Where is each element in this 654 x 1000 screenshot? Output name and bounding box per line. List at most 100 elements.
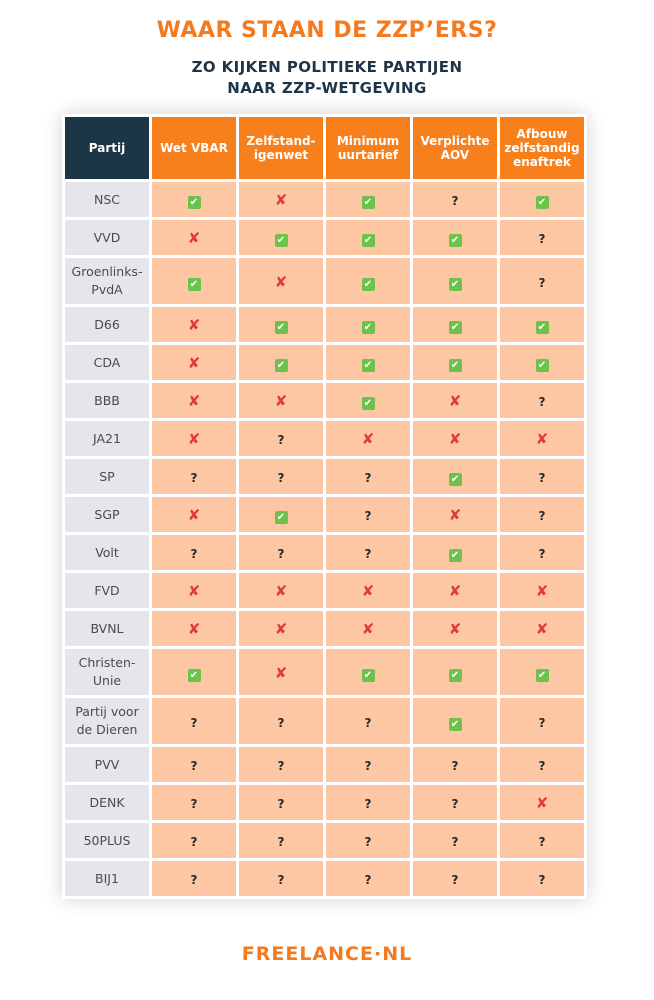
position-icon: ✘	[361, 430, 375, 448]
party-cell: 50PLUS	[65, 823, 149, 858]
position-cell: ?	[239, 747, 323, 782]
position-icon: ✔	[535, 668, 549, 682]
position-cell: ✘	[413, 611, 497, 646]
position-icon: ✔	[361, 668, 375, 682]
position-icon: ?	[190, 759, 198, 773]
position-icon: ?	[538, 509, 546, 523]
position-icon: ✔	[361, 359, 375, 372]
position-icon: ?	[451, 797, 459, 811]
position-icon: ✔	[535, 196, 549, 209]
position-icon: ?	[364, 835, 372, 849]
party-row: JA21 ✘? ✘ ✘ ✘	[65, 421, 584, 456]
position-icon: ✘	[187, 354, 201, 372]
party-line: SGP	[94, 506, 120, 522]
position-icon: ?	[277, 873, 285, 887]
party-line: de Dieren	[76, 722, 138, 737]
position-cell: ?	[413, 861, 497, 896]
position-cell: ?	[239, 459, 323, 494]
position-cell: ✔	[413, 345, 497, 380]
position-icon: ✔	[274, 359, 288, 372]
position-icon: ✔	[448, 277, 462, 291]
subtitle-line: NAAR ZZP-WETGEVING	[227, 79, 427, 97]
position-cell: ✔	[326, 258, 410, 304]
position-icon: ✘	[187, 229, 201, 247]
position-cell: ✔	[239, 220, 323, 255]
party-row: PVV?????	[65, 747, 584, 782]
brand: FREELANCE·NL	[241, 943, 413, 965]
position-icon: ✔	[535, 359, 549, 372]
position-cell: ✔	[326, 220, 410, 255]
position-cell: ?	[500, 383, 584, 418]
position-cell: ✘	[326, 573, 410, 608]
position-cell: ✘	[239, 258, 323, 304]
party-row: Christen- Unie ✔ ✘ ✔ ✔ ✔	[65, 649, 584, 695]
party-line: 50PLUS	[83, 832, 131, 848]
table-head: Partij Wet VBAR Zelfstand-igenwet Minimum uu…	[65, 117, 584, 179]
position-icon: ?	[277, 715, 285, 730]
position-icon: ✔	[448, 473, 462, 486]
position-icon: ?	[190, 715, 198, 730]
position-cell: ✔	[413, 698, 497, 744]
position-icon: ✘	[187, 582, 201, 600]
party-row: D66 ✘ ✔ ✔ ✔ ✔	[65, 307, 584, 342]
position-cell: ?	[500, 535, 584, 570]
position-cell: ✘	[413, 497, 497, 532]
position-cell: ?	[152, 785, 236, 820]
party-line: JA21	[93, 430, 121, 446]
position-cell: ✘	[152, 573, 236, 608]
position-cell: ?	[239, 421, 323, 456]
position-cell: ✔	[500, 307, 584, 342]
position-cell: ?	[152, 535, 236, 570]
subtitle-line: ZO KIJKEN POLITIEKE PARTIJEN	[191, 58, 463, 76]
position-icon: ✘	[448, 506, 462, 524]
position-icon: ?	[190, 873, 198, 887]
position-cell: ?	[239, 861, 323, 896]
position-cell: ✘	[152, 307, 236, 342]
position-icon: ✘	[535, 794, 549, 812]
position-cell: ?	[326, 823, 410, 858]
party-line: SP	[99, 468, 115, 484]
party-line: FVD	[94, 582, 120, 598]
column-header: Partij	[65, 117, 149, 179]
position-cell: ✘	[326, 421, 410, 456]
position-cell: ✘	[500, 573, 584, 608]
position-cell: ✔	[239, 345, 323, 380]
party-cell: DENK	[65, 785, 149, 820]
party-row: Volt??? ✔?	[65, 535, 584, 570]
position-cell: ?	[239, 823, 323, 858]
position-cell: ?	[152, 698, 236, 744]
position-icon: ✘	[274, 663, 288, 682]
position-cell: ?	[500, 459, 584, 494]
position-icon: ?	[364, 759, 372, 773]
header-row: Partij Wet VBAR Zelfstand-igenwet Minimum uu…	[65, 117, 584, 179]
position-cell: ✔	[239, 307, 323, 342]
position-cell: ?	[326, 535, 410, 570]
position-icon: ?	[190, 471, 198, 485]
position-cell: ?	[326, 497, 410, 532]
column-header: Minimum uurtarief	[326, 117, 410, 179]
party-row: VVD ✘ ✔ ✔ ✔?	[65, 220, 584, 255]
table: Partij Wet VBAR Zelfstand-igenwet Minimum uu…	[62, 114, 587, 899]
position-icon: ✘	[187, 506, 201, 524]
position-cell: ✘	[326, 611, 410, 646]
position-icon: ✔	[274, 321, 288, 334]
position-cell: ?	[500, 747, 584, 782]
position-icon: ?	[364, 509, 372, 523]
position-icon: ✘	[535, 582, 549, 600]
position-icon: ✔	[361, 277, 375, 291]
position-cell: ?	[500, 698, 584, 744]
position-cell: ?	[152, 747, 236, 782]
position-cell: ✔	[413, 535, 497, 570]
party-line: NSC	[93, 191, 120, 207]
position-icon: ?	[364, 873, 372, 887]
party-row: FVD ✘ ✘ ✘ ✘ ✘	[65, 573, 584, 608]
position-cell: ✘	[413, 421, 497, 456]
position-cell: ✔	[500, 649, 584, 695]
position-icon: ?	[451, 873, 459, 887]
party-cell: BBB	[65, 383, 149, 418]
position-cell: ✘	[239, 383, 323, 418]
position-cell: ?	[500, 220, 584, 255]
position-cell: ?	[239, 535, 323, 570]
position-icon: ✔	[448, 717, 462, 731]
position-cell: ?	[152, 861, 236, 896]
